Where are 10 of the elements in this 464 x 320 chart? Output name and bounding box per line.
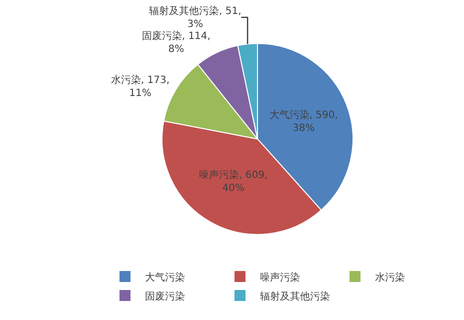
legend-label: 固废污染: [145, 290, 185, 302]
data-label: 辐射及其他污染, 51, 3%: [149, 4, 242, 30]
legend-label: 噪声污染: [260, 271, 300, 284]
data-label: 水污染, 173, 11%: [110, 74, 170, 99]
data-label: 噪声污染, 609, 40%: [199, 169, 268, 194]
legend-label: 水污染: [375, 271, 405, 284]
legend-label: 辐射及其他污染: [260, 290, 330, 302]
data-label: 大气污染, 590, 38%: [269, 108, 338, 134]
legend-label: 大气污染: [145, 271, 185, 284]
data-label: 固废污染, 114, 8%: [142, 30, 210, 55]
